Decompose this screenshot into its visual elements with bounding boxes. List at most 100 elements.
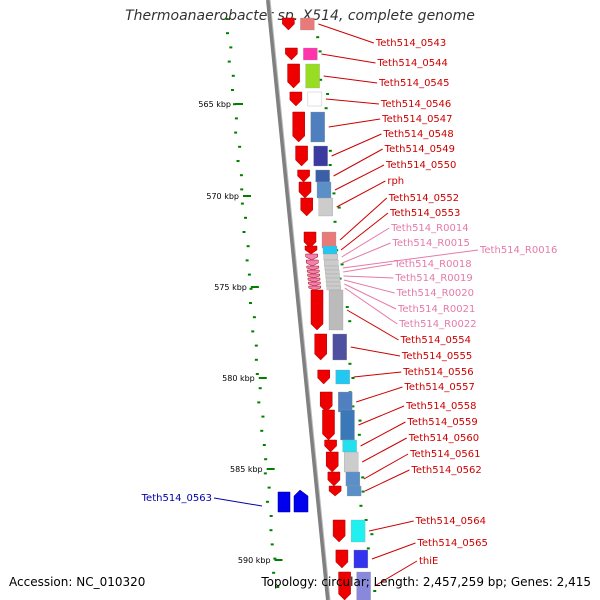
gene-label[interactable]: Teth514_R0021: [397, 304, 475, 315]
gc-dot: [245, 259, 249, 262]
leader-line: [356, 386, 403, 403]
gene-feature[interactable]: [310, 289, 324, 331]
gc-dot: [258, 387, 262, 390]
gene-feature[interactable]: [332, 519, 346, 543]
gene-feature[interactable]: [305, 253, 318, 261]
leader-line: [213, 497, 263, 507]
gene-label[interactable]: Teth514_0556: [402, 367, 473, 378]
gene-label[interactable]: Teth514_0560: [408, 433, 479, 444]
gene-label[interactable]: Teth514_0543: [375, 38, 446, 49]
gc-dot: [357, 433, 361, 436]
gene-label[interactable]: Teth514_0544: [377, 58, 448, 69]
gene-feature[interactable]: [338, 571, 351, 600]
gene-label[interactable]: Teth514_0550: [385, 160, 456, 171]
gene-feature[interactable]: [308, 281, 321, 287]
gene-feature[interactable]: [308, 285, 322, 291]
gene-label[interactable]: Teth514_R0019: [394, 273, 472, 284]
gene-feature[interactable]: [325, 451, 339, 473]
gene-feature[interactable]: [317, 369, 330, 385]
gene-label[interactable]: Teth514_0553: [389, 208, 460, 219]
gene-feature[interactable]: [298, 181, 312, 199]
cog-block: [315, 169, 330, 183]
gc-dot: [328, 149, 332, 152]
tick-label: 585 kbp: [230, 465, 263, 474]
leader-line: [341, 227, 390, 258]
gene-label[interactable]: Teth514_R0016: [479, 245, 557, 256]
gene-label[interactable]: Teth514_0564: [415, 516, 486, 527]
gene-feature[interactable]: [306, 265, 320, 271]
cog-block: [326, 281, 341, 287]
gene-feature[interactable]: [314, 333, 327, 361]
cog-block: [300, 17, 315, 31]
gene-feature[interactable]: [300, 197, 313, 217]
leader-line: [344, 287, 398, 325]
gene-feature[interactable]: [285, 47, 298, 61]
cog-block: [338, 391, 353, 413]
gene-label[interactable]: rph: [387, 176, 404, 187]
cog-block: [303, 47, 318, 61]
gene-label[interactable]: Teth514_0546: [380, 99, 451, 110]
cog-block: [325, 273, 340, 279]
gc-dot: [262, 444, 266, 446]
gene-feature[interactable]: [282, 17, 295, 31]
leader-line: [342, 249, 479, 269]
gene-label[interactable]: Teth514_0554: [400, 335, 471, 346]
gene-feature[interactable]: [307, 277, 321, 283]
gene-label[interactable]: thiE: [419, 556, 438, 567]
gene-feature[interactable]: [306, 269, 320, 275]
gc-dot: [240, 202, 244, 205]
leader-line: [371, 542, 416, 560]
leader-line: [331, 133, 382, 157]
gene-feature[interactable]: [289, 91, 303, 107]
gene-label[interactable]: Teth514_0565: [417, 538, 488, 549]
gene-label[interactable]: Teth514_R0015: [392, 238, 470, 249]
leader-line: [368, 520, 414, 532]
gene-feature[interactable]: [277, 489, 309, 513]
gc-dot: [358, 419, 362, 422]
gene-label[interactable]: Teth514_0561: [409, 449, 480, 460]
gc-dot: [227, 60, 231, 63]
gc-dot: [252, 316, 256, 319]
gene-label[interactable]: Teth514_0552: [388, 193, 459, 204]
leader-line: [318, 23, 374, 44]
gene-feature[interactable]: [324, 439, 337, 453]
gene-feature[interactable]: [307, 273, 320, 279]
cog-block: [340, 409, 355, 441]
gene-label[interactable]: Teth514_0555: [401, 351, 472, 362]
gene-label[interactable]: Teth514_0562: [410, 465, 481, 476]
gene-feature[interactable]: [303, 231, 317, 249]
gene-labels: Teth514_0543 Teth514_0544 Teth514_0545 Teth…: [141, 23, 557, 587]
gc-dot: [264, 458, 268, 461]
gene-label[interactable]: Teth514_0545: [378, 78, 449, 89]
gc-dot: [351, 377, 355, 379]
gene-feature[interactable]: [328, 485, 342, 497]
gene-label[interactable]: Teth514_0558: [405, 401, 476, 412]
gene-feature[interactable]: [319, 391, 333, 413]
gc-dot: [234, 131, 238, 134]
gene-feature[interactable]: [287, 63, 300, 89]
gene-feature[interactable]: [297, 169, 310, 183]
gene-label[interactable]: Teth514_0548: [382, 129, 453, 140]
gc-dot: [246, 245, 250, 248]
gene-label[interactable]: Teth514_R0014: [390, 223, 468, 234]
gene-label[interactable]: Teth514_R0022: [398, 319, 476, 330]
gc-dot: [269, 529, 273, 532]
gene-feature[interactable]: [335, 549, 349, 569]
cog-block: [356, 571, 371, 600]
gc-dot: [373, 590, 377, 592]
gene-feature[interactable]: [292, 111, 305, 143]
gene-label[interactable]: Teth514_0549: [384, 144, 455, 155]
gene-feature[interactable]: [327, 471, 341, 487]
gene-feature[interactable]: [304, 245, 318, 255]
gene-label[interactable]: Teth514_0557: [404, 382, 475, 393]
leader-line: [361, 437, 407, 463]
gene-label[interactable]: Teth514_0547: [381, 114, 452, 125]
gene-label[interactable]: Teth514_R0018: [393, 259, 471, 270]
gene-label[interactable]: Teth514_0559: [406, 417, 477, 428]
gene-feature[interactable]: [306, 259, 319, 267]
gene-feature[interactable]: [295, 145, 308, 167]
gene-label[interactable]: Teth514_R0020: [396, 288, 474, 299]
gc-dot: [257, 401, 261, 404]
gene-feature[interactable]: [322, 409, 335, 441]
gene-label[interactable]: Teth514_0563: [141, 493, 212, 504]
